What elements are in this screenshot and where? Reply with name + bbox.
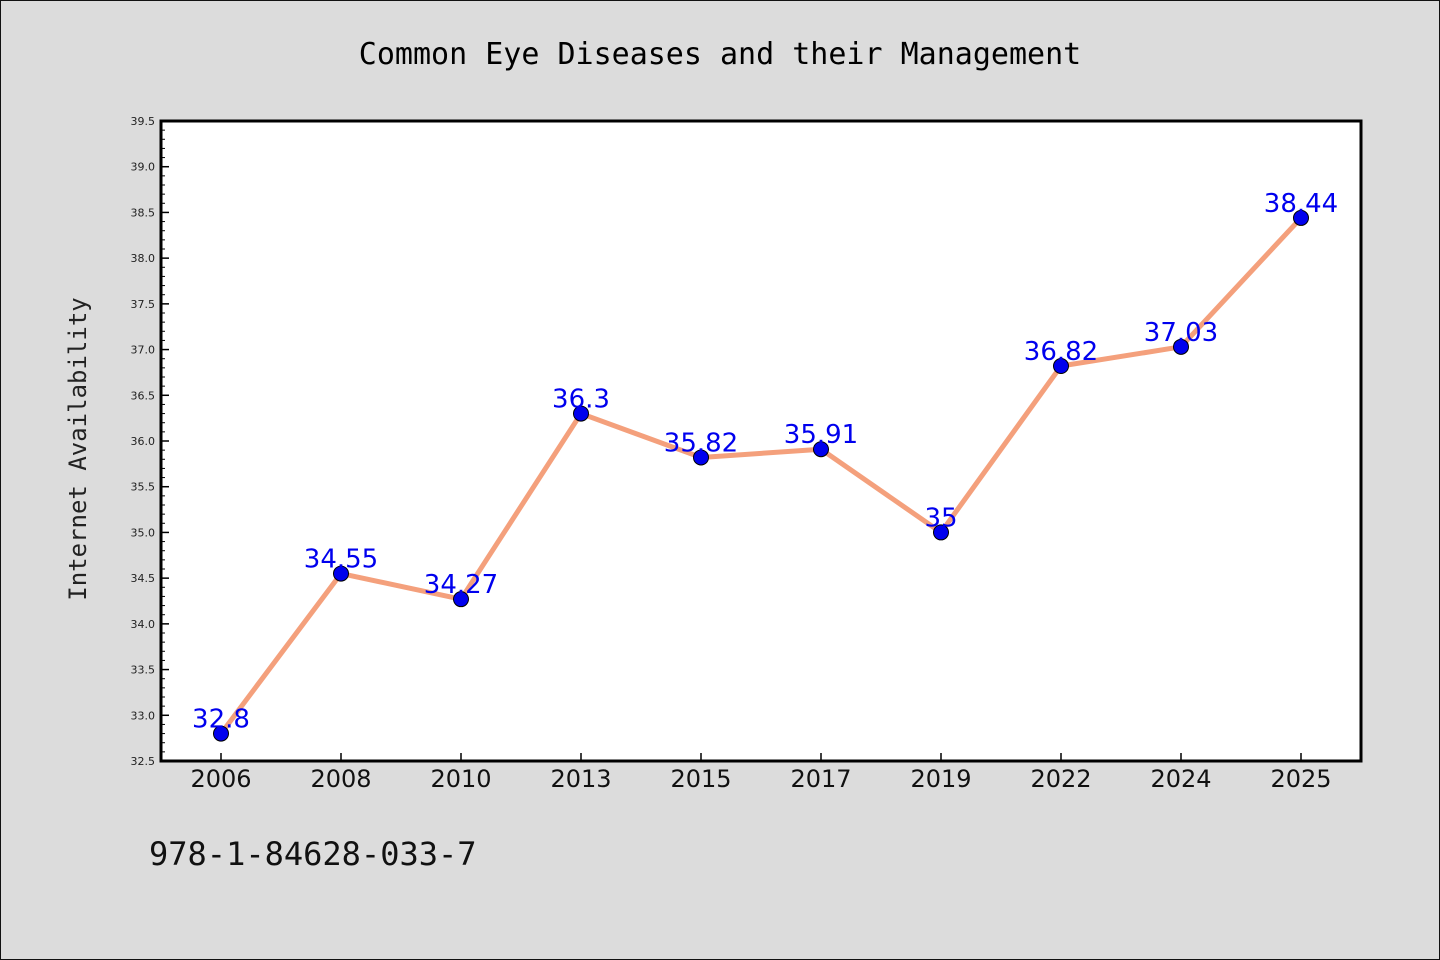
x-tick-label: 2017	[790, 765, 851, 793]
y-tick-label: 33.5	[131, 664, 156, 677]
y-tick-label: 38.5	[131, 206, 156, 219]
data-point	[933, 524, 949, 541]
data-labels: 32.8 34.55 34.27 36.3 35.82 35.91 35 36.82 37.03…	[192, 189, 1338, 735]
y-axis-label: Internet Availability	[64, 297, 92, 600]
data-label: 36.82	[1024, 337, 1098, 367]
data-point	[1173, 338, 1189, 355]
x-tick-label: 2022	[1030, 765, 1091, 793]
y-tick-label: 34.0	[131, 618, 156, 631]
data-label: 35.91	[784, 420, 858, 450]
x-tick-label: 2010	[430, 765, 491, 793]
data-point	[813, 441, 829, 458]
series	[213, 209, 1309, 742]
data-point	[693, 449, 709, 466]
y-tick-label: 37.0	[131, 344, 156, 357]
plot-area	[159, 119, 1363, 763]
data-label: 36.3	[552, 385, 610, 415]
y-tick-label: 38.0	[131, 252, 156, 265]
y-tick-label: 39.0	[131, 161, 156, 174]
y-tick-label: 34.5	[131, 572, 156, 585]
isbn-text: 978-1-84628-033-7	[149, 835, 477, 873]
data-label: 32.8	[192, 705, 250, 735]
y-tick-label: 35.5	[131, 481, 156, 494]
x-tick-label: 2008	[310, 765, 371, 793]
x-tick-label: 2013	[550, 765, 611, 793]
y-tick-label: 32.5	[131, 755, 156, 768]
y-tick-label: 33.0	[131, 709, 156, 722]
y-axis: 32.5 33.0 33.5 34.0 34.5 35.0 35.5 36.0 36.5 37.0…	[131, 115, 169, 768]
x-tick-label: 2015	[670, 765, 731, 793]
data-point	[213, 725, 229, 742]
y-tick-label: 35.0	[131, 526, 156, 539]
x-tick-label: 2024	[1150, 765, 1211, 793]
data-point	[1293, 209, 1309, 226]
data-label: 34.55	[304, 545, 378, 575]
data-label: 35	[924, 503, 957, 533]
data-point	[573, 405, 589, 422]
y-tick-label: 37.5	[131, 298, 156, 311]
data-label: 34.27	[424, 570, 498, 600]
y-tick-label: 36.0	[131, 435, 156, 448]
x-tick-label: 2025	[1270, 765, 1331, 793]
data-label: 38.44	[1264, 189, 1338, 219]
x-axis: 2006 2008 2010 2013 2015 2017 2019 2022 2024 2025	[190, 753, 1332, 793]
data-label: 35.82	[664, 428, 738, 458]
y-tick-label: 39.5	[131, 115, 156, 128]
x-tick-label: 2019	[910, 765, 971, 793]
y-tick-label: 36.5	[131, 389, 156, 402]
data-label: 37.03	[1144, 318, 1218, 348]
x-tick-label: 2006	[190, 765, 251, 793]
series-line	[218, 215, 1304, 737]
data-point	[333, 565, 349, 582]
data-point	[1053, 358, 1069, 375]
data-point	[453, 591, 469, 608]
chart-title: Common Eye Diseases and their Management	[359, 37, 1081, 72]
